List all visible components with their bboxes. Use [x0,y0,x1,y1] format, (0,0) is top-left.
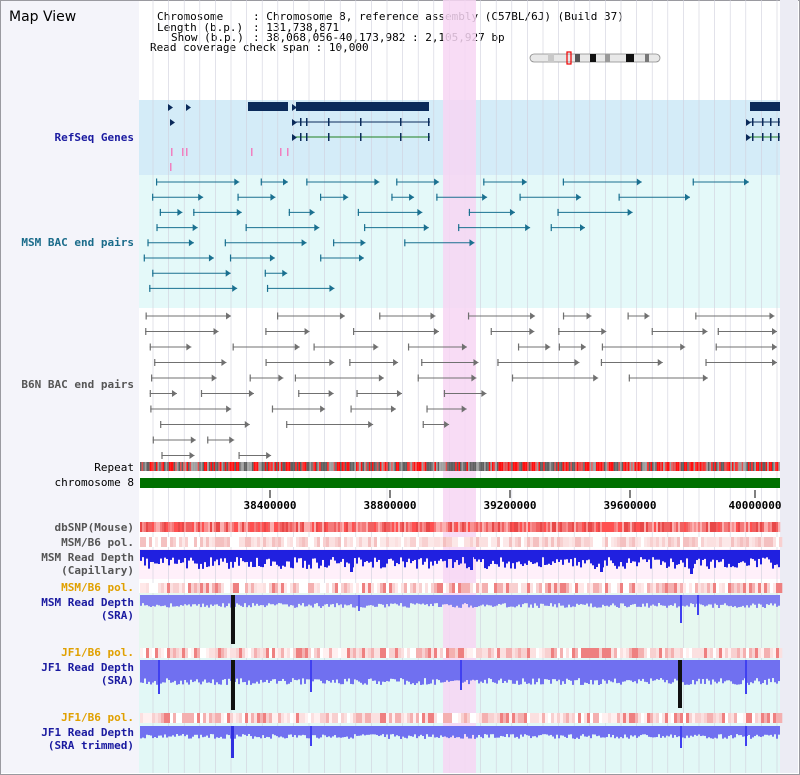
axis-tick-label: 38800000 [364,499,417,512]
jf1-b6-pol-track-1 [140,648,783,658]
msm-b6-pol-track-1 [140,537,783,547]
refseq-genes-label: RefSeq Genes [54,131,134,144]
refseq-genes[interactable] [168,102,780,171]
msm-cap-depth-label-1: MSM Read Depth [41,551,134,564]
dbsnp-track [140,522,781,532]
axis-tick-label: 39600000 [604,499,657,512]
msm-capillary-depth [140,550,780,574]
length-value: 131,738,871 [266,21,340,34]
length-key: Length (b.p.) [157,21,244,34]
chromosome-label: chromosome 8 [54,476,134,489]
msm-cap-depth-label-2: (Capillary) [61,564,134,577]
jf1-trim-depth-label-1: JF1 Read Depth [41,726,134,739]
msm-b6-pol-label-1: MSM/B6 pol. [61,536,134,549]
chromosome-key: Chromosome [157,10,224,23]
jf1-sra-depth-label-1: JF1 Read Depth [41,661,134,674]
dbsnp-label: dbSNP(Mouse) [54,521,134,534]
right-margin [780,0,798,773]
jf1-b6-pol-label-1: JF1/B6 pol. [61,646,134,659]
jf1-sra-trimmed-depth [140,726,780,758]
jf1-b6-pol-label-2: JF1/B6 pol. [61,711,134,724]
jf1-sra-depth [140,660,780,710]
b6n-bac-pairs[interactable] [145,312,777,460]
selection-highlight[interactable] [443,0,476,773]
msm-sra-depth-label-1: MSM Read Depth [41,596,134,609]
jf1-sra-depth-label-2: (SRA) [100,674,134,687]
msm-sra-depth-label-2: (SRA) [100,609,134,622]
repeat-label: Repeat [94,461,134,474]
track-label-panel [1,1,139,773]
axis-tick-label: 39200000 [484,499,537,512]
axis-tick-label: 40000000 [729,499,782,512]
msm-bac-label: MSM BAC end pairs [21,236,134,249]
msm-b6-pol-track-2 [140,583,783,593]
jf1-trim-depth-label-2: (SRA trimmed) [47,739,134,752]
msm-b6-pol-label-2: MSM/B6 pol. [61,581,134,594]
coverage-key: Read coverage check span [150,41,309,54]
msm-bac-pairs[interactable] [143,178,749,292]
jf1-b6-pol-track-2 [140,713,783,723]
page-title: Map View [9,9,77,25]
b6n-bac-label: B6N BAC end pairs [21,378,134,391]
coverage-value: 10,000 [328,41,369,54]
repeat-track [140,462,780,471]
msm-sra-depth [140,595,780,644]
axis-tick-label: 38400000 [244,499,297,512]
chromosome-ideogram[interactable] [529,51,661,65]
chromosome-bar [140,478,780,488]
position-axis: 38400000 38800000 39200000 39600000 40000000 [244,490,782,512]
